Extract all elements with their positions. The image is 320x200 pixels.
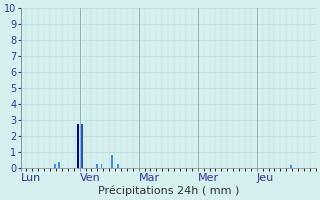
Bar <box>117 164 119 168</box>
Bar <box>81 124 83 168</box>
Bar <box>100 164 102 168</box>
X-axis label: Précipitations 24h ( mm ): Précipitations 24h ( mm ) <box>98 185 239 196</box>
Bar <box>54 164 56 168</box>
Bar <box>111 155 113 168</box>
Bar <box>290 165 292 168</box>
Bar <box>77 124 79 168</box>
Bar <box>58 162 60 168</box>
Bar <box>96 164 98 168</box>
